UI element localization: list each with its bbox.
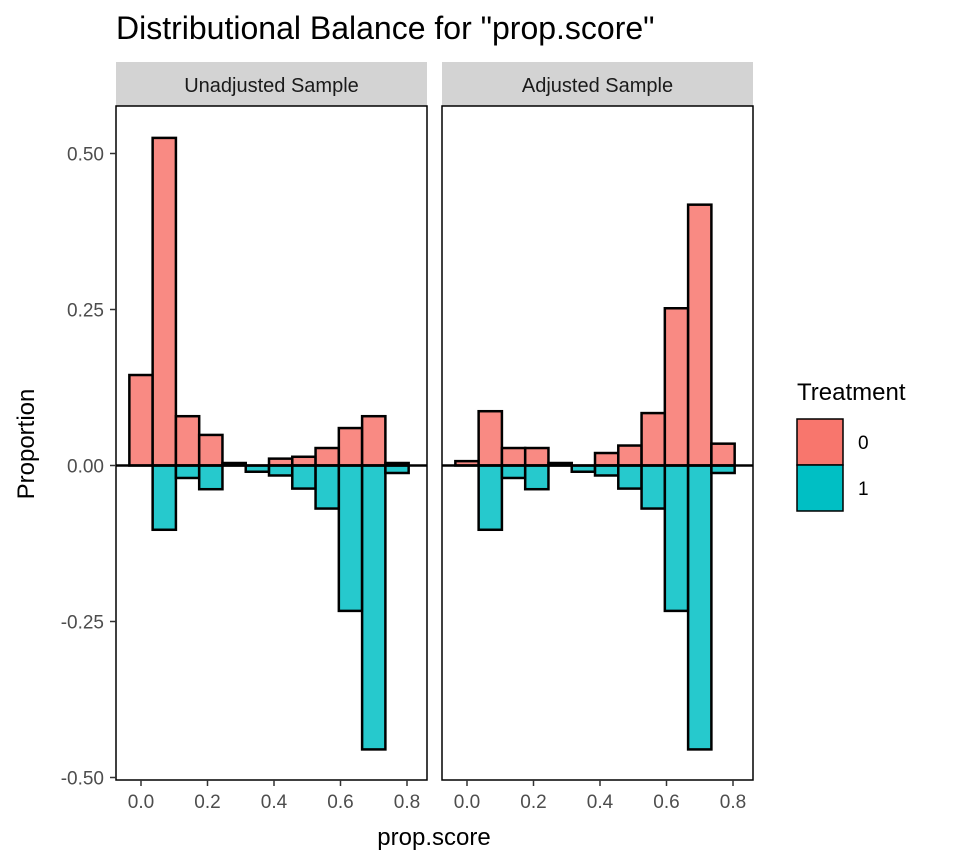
bar-series-0 bbox=[500, 446, 527, 467]
y-tick-label: -0.25 bbox=[61, 613, 104, 634]
bar-series-0 bbox=[593, 451, 620, 467]
legend-key-0 bbox=[796, 418, 844, 466]
x-tick-label: 0.0 bbox=[454, 792, 480, 813]
bar-series-1 bbox=[151, 464, 178, 532]
bar-series-1 bbox=[174, 464, 201, 480]
facet-strip bbox=[116, 62, 427, 106]
bar-series-1 bbox=[267, 464, 294, 477]
bar-series-1 bbox=[314, 464, 341, 510]
legend: Treatment 0 1 bbox=[796, 379, 906, 512]
legend-label-0: 0 bbox=[858, 433, 869, 454]
legend-label-1: 1 bbox=[858, 479, 869, 500]
bar-series-0 bbox=[360, 414, 387, 467]
panel-border bbox=[441, 105, 754, 781]
x-tick-label: 0.8 bbox=[720, 792, 746, 813]
bar-series-0 bbox=[128, 373, 154, 467]
bar-series-0 bbox=[686, 203, 713, 467]
x-tick-label: 0.6 bbox=[653, 792, 679, 813]
x-tick-label: 0.8 bbox=[394, 792, 420, 813]
bar-series-1 bbox=[523, 464, 550, 491]
y-axis: 0.50 0.25 0.00 -0.25 -0.50 bbox=[61, 145, 116, 790]
x-tick-label: 0.4 bbox=[587, 792, 614, 813]
facet-panel: Adjusted Sample 0.0 0.2 0.4 0.6 0.8 bbox=[441, 62, 754, 813]
x-tick-label: 0.2 bbox=[194, 792, 220, 813]
y-axis-title: Proportion bbox=[13, 389, 40, 500]
bar-series-0 bbox=[151, 136, 178, 467]
bar-series-0 bbox=[314, 446, 341, 467]
x-tick-label: 0.6 bbox=[327, 792, 353, 813]
bar-series-0 bbox=[640, 411, 667, 467]
bar-series-1 bbox=[663, 464, 690, 613]
bar-series-1 bbox=[617, 464, 643, 490]
y-tick-label: 0.25 bbox=[67, 301, 104, 322]
facet-strip-label: Adjusted Sample bbox=[522, 75, 673, 97]
bar-series-0 bbox=[477, 409, 504, 467]
x-tick-label: 0.4 bbox=[261, 792, 288, 813]
bar-series-1 bbox=[640, 464, 667, 510]
bar-series-0 bbox=[337, 426, 364, 467]
bar-series-1 bbox=[593, 464, 620, 477]
panel-border bbox=[115, 105, 428, 781]
legend-key-1 bbox=[796, 464, 844, 512]
x-tick-label: 0.0 bbox=[128, 792, 154, 813]
bar-series-0 bbox=[710, 442, 736, 467]
bar-series-0 bbox=[663, 307, 690, 467]
facet-strip-label: Unadjusted Sample bbox=[184, 75, 359, 97]
bar-series-1 bbox=[686, 464, 713, 751]
facet-panel: Unadjusted Sample 0.0 0.2 0.4 0.6 0.8 bbox=[115, 62, 428, 813]
chart-title: Distributional Balance for "prop.score" bbox=[116, 10, 655, 46]
bar-series-0 bbox=[523, 446, 550, 467]
legend-title: Treatment bbox=[797, 379, 906, 406]
y-tick-label: 0.00 bbox=[67, 457, 104, 478]
x-tick-label: 0.2 bbox=[520, 792, 546, 813]
facet-strip bbox=[442, 62, 753, 106]
bar-series-1 bbox=[500, 464, 527, 480]
bar-series-1 bbox=[477, 464, 504, 532]
y-tick-label: 0.50 bbox=[67, 145, 104, 166]
bar-series-1 bbox=[291, 464, 317, 490]
bar-series-0 bbox=[617, 444, 643, 467]
bar-series-0 bbox=[291, 455, 317, 467]
x-axis-title: prop.score bbox=[377, 824, 490, 851]
bar-series-0 bbox=[197, 433, 224, 467]
bar-series-1 bbox=[337, 464, 364, 613]
bar-series-0 bbox=[174, 414, 201, 467]
bar-series-1 bbox=[197, 464, 224, 491]
bar-series-1 bbox=[360, 464, 387, 751]
y-tick-label: -0.50 bbox=[61, 769, 104, 790]
